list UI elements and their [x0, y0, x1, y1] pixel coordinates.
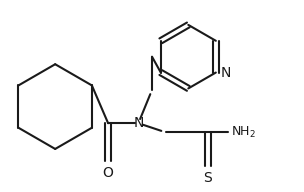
Text: S: S: [204, 171, 212, 185]
Text: O: O: [103, 166, 114, 180]
Text: NH$_2$: NH$_2$: [231, 125, 256, 140]
Text: N: N: [221, 65, 231, 79]
Text: N: N: [133, 116, 143, 130]
